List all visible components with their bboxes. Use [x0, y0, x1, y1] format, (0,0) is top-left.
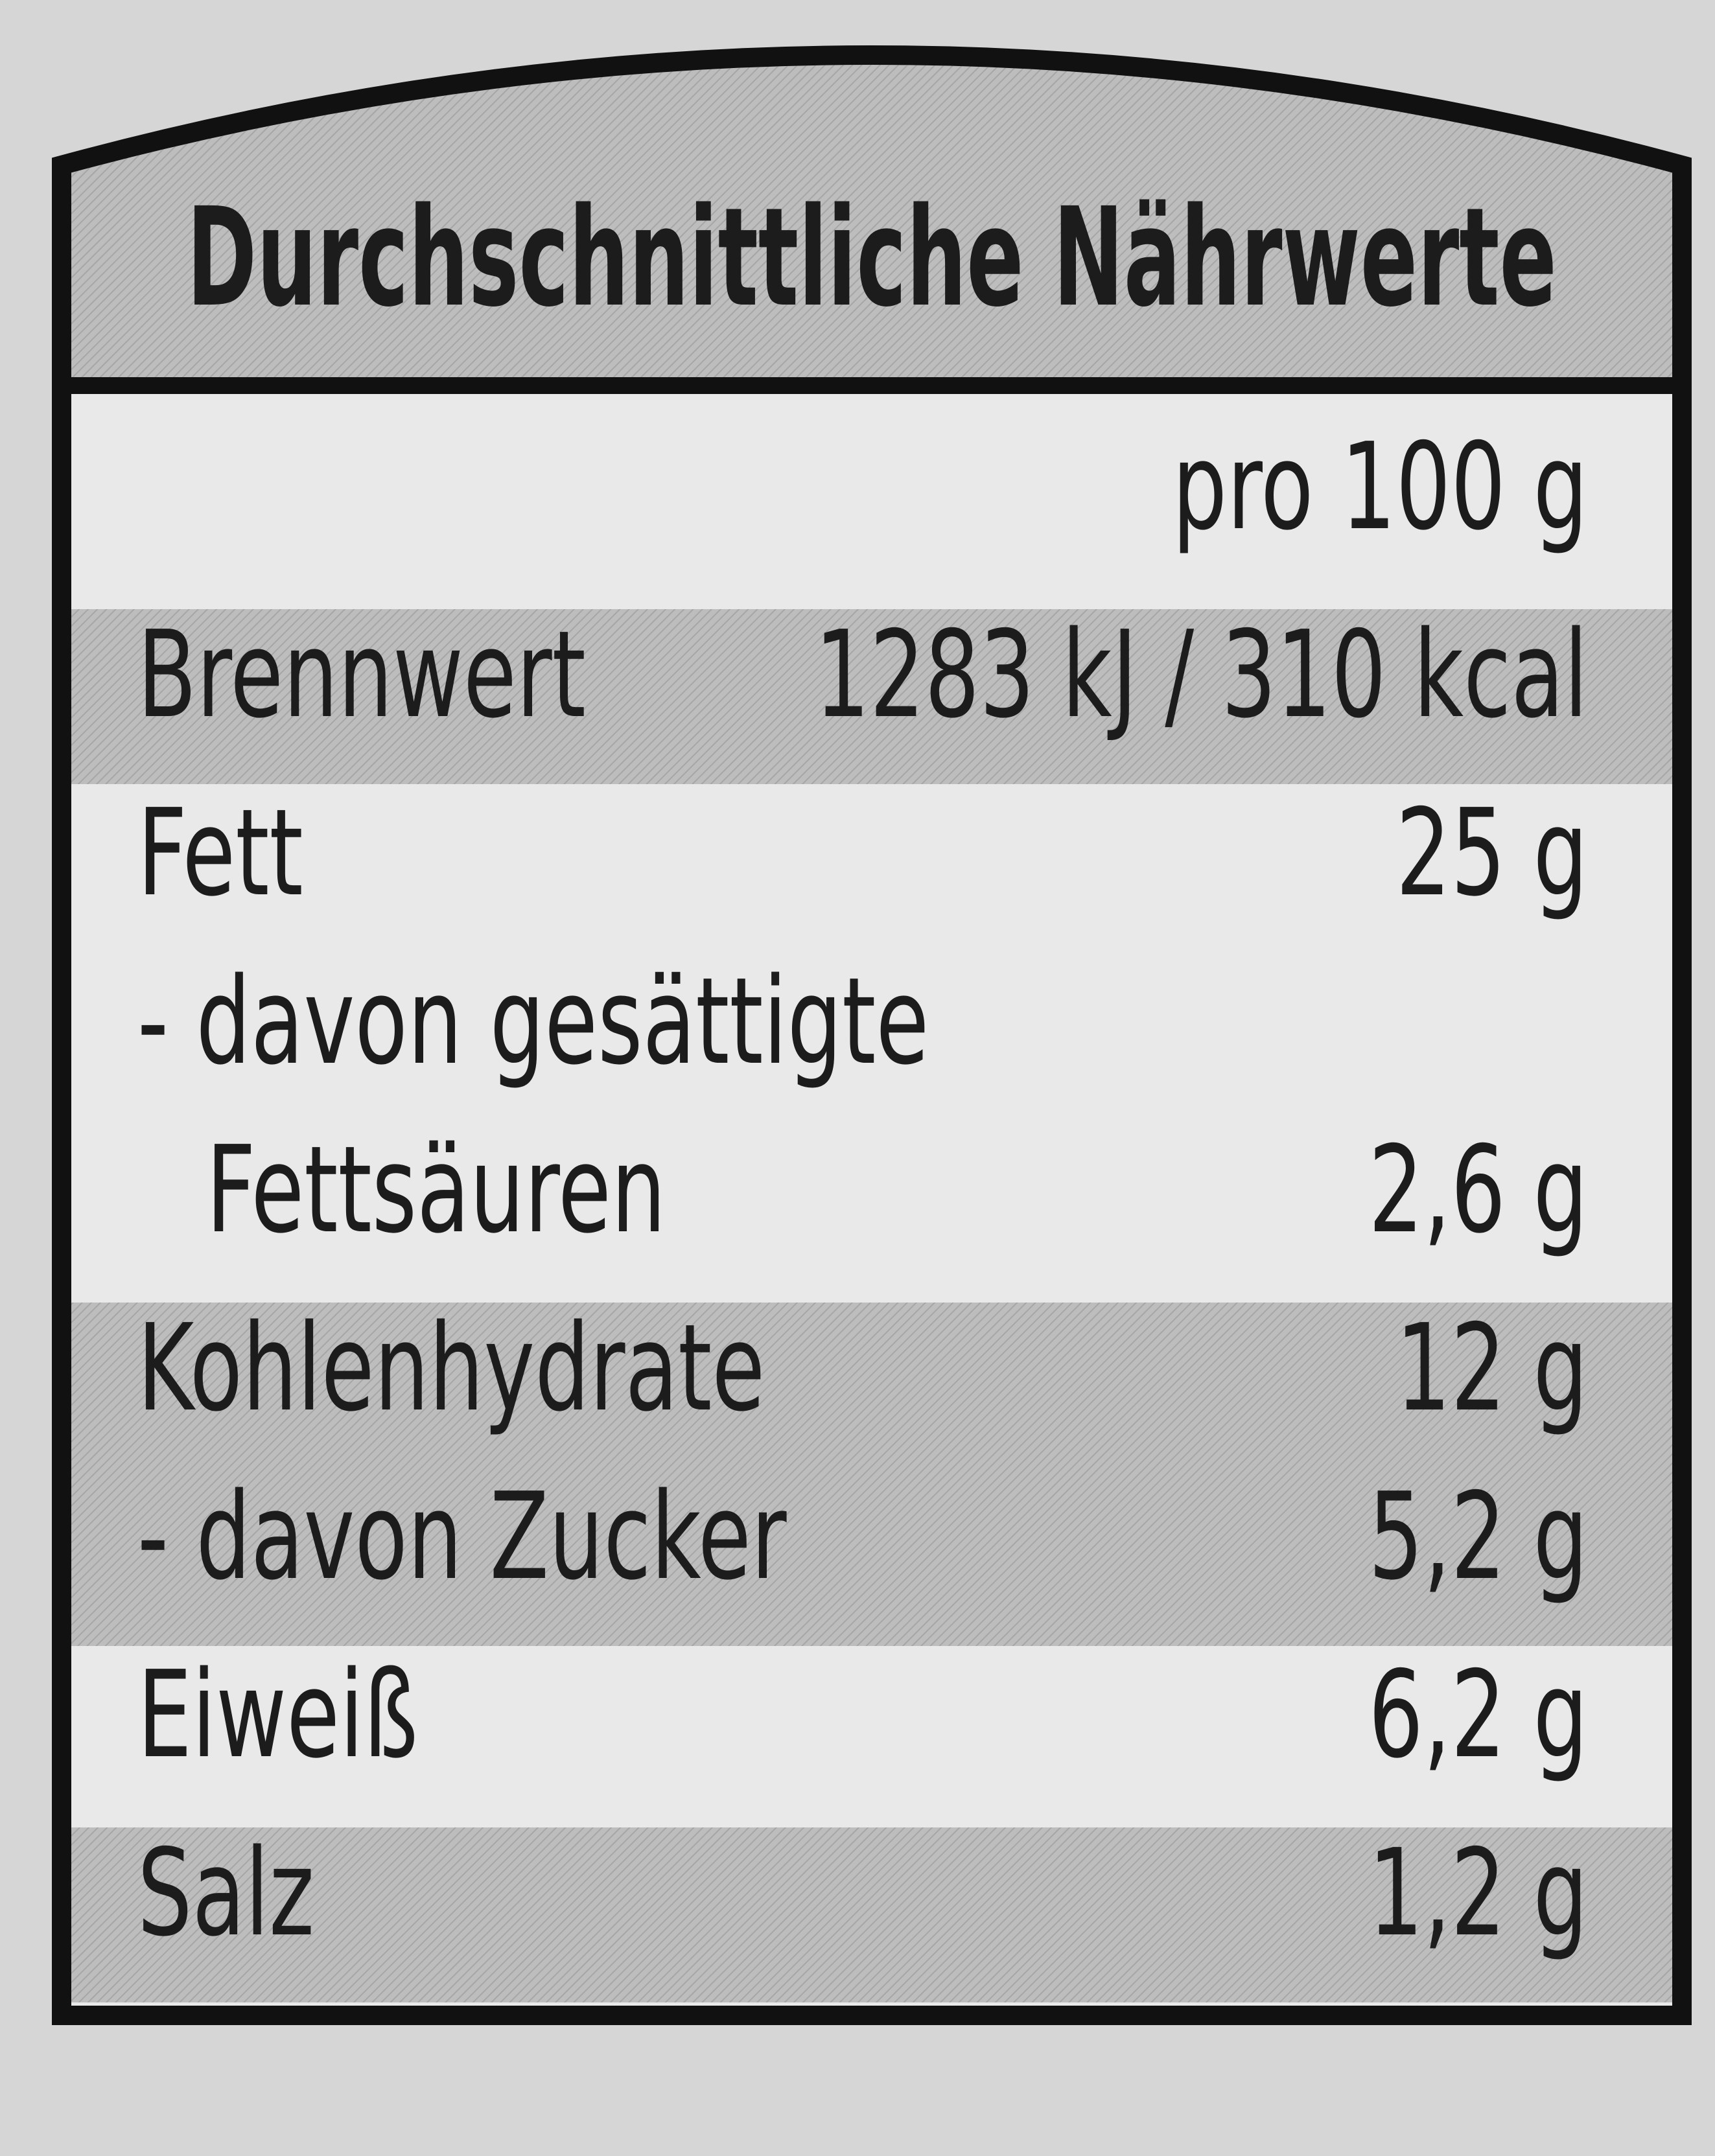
row-value: 6,2 g	[1368, 1645, 1588, 1785]
row-label: Eiweiß	[137, 1645, 418, 1785]
column-header: pro 100 g	[1172, 417, 1588, 557]
rows: Brennwert 1283 kJ / 310 kcal Fett 25 g - dav…	[137, 605, 1588, 1964]
shaded-band	[62, 1303, 1682, 1646]
title: Durchschnittliche Nährwerte	[187, 179, 1557, 337]
row-value: 25 g	[1396, 783, 1588, 923]
border	[52, 45, 1692, 2025]
row-label: Fettsäuren	[206, 1120, 666, 1260]
shaded-band	[62, 1827, 1682, 2002]
row-label: Brennwert	[137, 605, 586, 745]
row-value: 12 g	[1396, 1299, 1588, 1439]
row-value: 2,6 g	[1368, 1120, 1588, 1260]
row-label: Kohlenhydrate	[137, 1299, 765, 1439]
row-label: - davon Zucker	[137, 1467, 787, 1607]
row-label: Salz	[137, 1824, 314, 1964]
row-value: 5,2 g	[1368, 1467, 1588, 1607]
shaded-band	[62, 609, 1682, 784]
row-label: - davon gesättigte	[137, 952, 929, 1092]
row-value: 1283 kJ / 310 kcal	[815, 605, 1588, 745]
row-label: Fett	[137, 783, 303, 923]
row-value: 1,2 g	[1368, 1824, 1588, 1964]
